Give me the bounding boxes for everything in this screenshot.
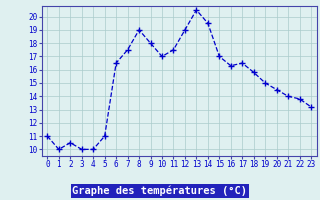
- Text: Graphe des températures (°C): Graphe des températures (°C): [73, 186, 247, 196]
